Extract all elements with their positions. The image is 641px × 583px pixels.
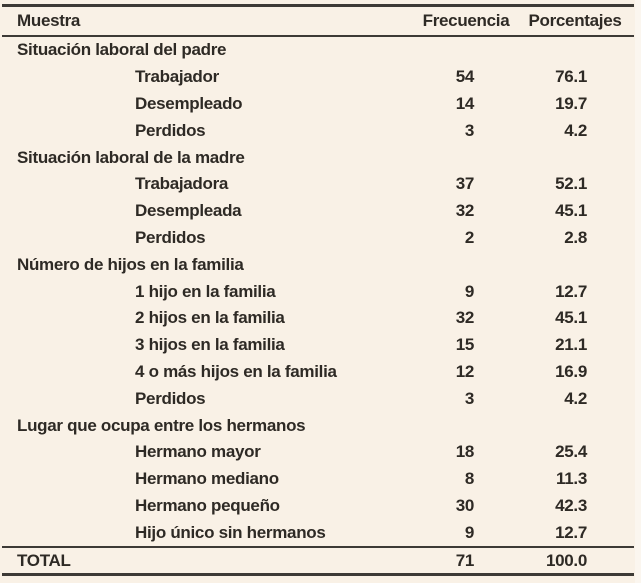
frequency-cell [416, 144, 516, 171]
total-row: TOTAL 71 100.0 [2, 546, 634, 575]
percentage-cell: 4.2 [564, 120, 587, 140]
percentage-cell: 2.8 [564, 227, 587, 247]
table-row: Perdidos 3 4.2 [2, 117, 634, 144]
label-cell: Situación laboral del padre [17, 40, 227, 60]
table-row: Trabajadora 37 52.1 [2, 171, 634, 198]
label-cell: Desempleada [135, 201, 242, 221]
label-cell: Perdidos [135, 388, 206, 408]
frequency-cell: 18 [455, 442, 475, 462]
frequency-cell: 15 [455, 335, 475, 355]
header-muestra: Muestra [2, 5, 416, 37]
table-body: Situación laboral del padre Trabajador 54 7… [2, 36, 634, 575]
section-row: Situación laboral del padre [2, 36, 634, 64]
table-row: Hermano mediano 8 11.3 [2, 466, 634, 493]
percentage-cell: 76.1 [555, 67, 587, 87]
frequency-cell: 54 [455, 67, 475, 87]
label-cell: Lugar que ocupa entre los hermanos [17, 415, 306, 435]
table-row: Hermano pequeño 30 42.3 [2, 493, 634, 520]
label-cell: 4 o más hijos en la familia [135, 361, 337, 381]
label-cell: 3 hijos en la familia [135, 335, 285, 355]
frequency-cell [416, 36, 516, 64]
percentage-cell: 45.1 [555, 308, 587, 328]
table-row: Trabajador 54 76.1 [2, 64, 634, 91]
header-frecuencia: Frecuencia [416, 5, 516, 37]
label-cell: TOTAL [2, 546, 416, 575]
frequency-cell: 9 [464, 281, 474, 301]
label-cell: Hermano mayor [135, 442, 261, 462]
percentage-cell [516, 412, 634, 439]
table-row: Hijo único sin hermanos 9 12.7 [2, 519, 634, 547]
label-cell: Perdidos [135, 227, 206, 247]
label-cell: Trabajador [135, 67, 219, 87]
percentage-cell: 42.3 [555, 495, 587, 515]
label-cell: 2 hijos en la familia [135, 308, 285, 328]
table-row: 4 o más hijos en la familia 12 16.9 [2, 359, 634, 386]
frequency-cell: 14 [455, 93, 475, 113]
label-cell: Perdidos [135, 120, 206, 140]
frequency-cell: 3 [464, 388, 474, 408]
percentage-cell: 19.7 [555, 93, 587, 113]
percentage-cell: 52.1 [555, 174, 587, 194]
frequency-cell: 32 [455, 201, 475, 221]
sample-statistics-table: Muestra Frecuencia Porcentajes Situación… [2, 4, 634, 577]
section-row: Situación laboral de la madre [2, 144, 634, 171]
percentage-cell: 45.1 [555, 201, 587, 221]
table-row: 1 hijo en la familia 9 12.7 [2, 278, 634, 305]
label-cell: Hermano pequeño [135, 495, 280, 515]
percentage-cell: 12.7 [555, 281, 587, 301]
percentage-cell: 11.3 [556, 469, 587, 489]
label-cell: Desempleado [135, 93, 243, 113]
frequency-cell: 9 [464, 522, 474, 542]
frequency-cell: 8 [464, 469, 474, 489]
percentage-cell: 4.2 [564, 388, 587, 408]
table-row: Desempleado 14 19.7 [2, 91, 634, 118]
frequency-cell: 12 [455, 361, 475, 381]
percentage-cell [516, 251, 634, 278]
label-cell: 1 hijo en la familia [135, 281, 276, 301]
label-cell: Número de hijos en la familia [17, 254, 244, 274]
percentage-cell [516, 144, 634, 171]
percentage-cell [516, 36, 634, 64]
table-row: 2 hijos en la familia 32 45.1 [2, 305, 634, 332]
frequency-cell: 30 [455, 495, 475, 515]
label-cell: Hijo único sin hermanos [135, 522, 326, 542]
table-row: Perdidos 2 2.8 [2, 225, 634, 252]
frequency-cell [416, 251, 516, 278]
label-cell: Trabajadora [135, 174, 229, 194]
percentage-cell: 25.4 [555, 442, 587, 462]
frequency-cell: 2 [464, 227, 474, 247]
percentage-cell: 16.9 [555, 361, 587, 381]
header-row: Muestra Frecuencia Porcentajes [2, 5, 634, 37]
section-row: Lugar que ocupa entre los hermanos [2, 412, 634, 439]
percentage-cell: 21.1 [555, 335, 587, 355]
frequency-cell: 37 [455, 174, 475, 194]
frequency-cell [416, 412, 516, 439]
section-row: Número de hijos en la familia [2, 251, 634, 278]
label-cell: Hermano mediano [135, 469, 279, 489]
frequency-cell: 32 [455, 308, 475, 328]
table-row: Desempleada 32 45.1 [2, 198, 634, 225]
percentage-cell: 12.7 [555, 522, 587, 542]
frequency-cell: 3 [464, 120, 474, 140]
table-header: Muestra Frecuencia Porcentajes [2, 5, 634, 37]
frequency-cell: 71 [416, 546, 516, 575]
scan-edge [635, 0, 641, 583]
table-row: Hermano mayor 18 25.4 [2, 439, 634, 466]
header-porcentajes: Porcentajes [516, 5, 634, 37]
table-row: Perdidos 3 4.2 [2, 385, 634, 412]
label-cell: Situación laboral de la madre [17, 147, 245, 167]
percentage-cell: 100.0 [516, 546, 634, 575]
table-row: 3 hijos en la familia 15 21.1 [2, 332, 634, 359]
